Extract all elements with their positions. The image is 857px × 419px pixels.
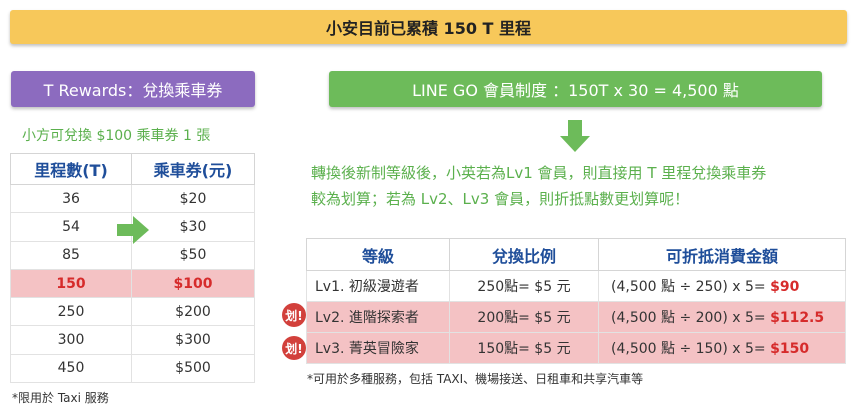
level-cell: Lv2. 進階探索者 (306, 301, 450, 333)
mileage-cell: 450 (10, 353, 132, 384)
mileage-cell: 36 (10, 183, 132, 214)
mileage-cell: 300 (10, 325, 132, 355)
line-go-footnote: *可用於多種服務，包括 TAXI、機場接送、日租車和共享汽車等 (307, 372, 644, 386)
t-rewards-table: 里程數(T) 乘車券(元) 36 $20 54 $30 85 $50 150 $… (10, 153, 255, 384)
level-cell: Lv3. 菁英冒險家 (306, 332, 450, 364)
worth-it-badge: 划! (282, 303, 306, 327)
ratio-cell: 150點= $5 元 (449, 332, 599, 364)
table-row-highlighted: Lv2. 進階探索者 200點= $5 元 (4,500 點 ÷ 200) x … (306, 301, 846, 333)
amount-cell: (4,500 點 ÷ 150) x 5= $150 (598, 332, 846, 364)
table-row-highlighted: 150 $100 (10, 268, 255, 299)
voucher-cell: $30 (131, 212, 255, 242)
table-row: 450 $500 (10, 353, 255, 384)
table-row: 54 $30 (10, 212, 255, 242)
column-header-level: 等級 (306, 238, 450, 271)
mileage-cell: 85 (10, 240, 132, 270)
table-row: 36 $20 (10, 183, 255, 214)
mileage-cell: 54 (10, 212, 132, 242)
t-rewards-footnote: *限用於 Taxi 服務 (12, 391, 109, 405)
table-row: 300 $300 (10, 325, 255, 355)
line-go-header: LINE GO 會員制度 ：150T x 30 = 4,500 點 (329, 71, 822, 107)
voucher-cell: $500 (131, 353, 255, 384)
amount-value: $112.5 (770, 310, 825, 326)
voucher-cell: $300 (131, 325, 255, 355)
formula-text: (4,500 點 ÷ 250) x 5= (611, 279, 771, 295)
column-header-mileage: 里程數(T) (10, 153, 132, 185)
voucher-cell: $50 (131, 240, 255, 270)
line-go-level-table: 等級 兌換比例 可折抵消費金額 Lv1. 初級漫遊者 250點= $5 元 (4… (306, 238, 846, 364)
voucher-cell: $100 (131, 268, 255, 299)
t-rewards-subtitle: 小方可兌換 $100 乘車券 1 張 (22, 128, 211, 144)
table-row-highlighted: Lv3. 菁英冒險家 150點= $5 元 (4,500 點 ÷ 150) x … (306, 332, 846, 364)
mileage-cell: 150 (10, 268, 132, 299)
table-row: 250 $200 (10, 297, 255, 327)
level-cell: Lv1. 初級漫遊者 (306, 270, 450, 302)
ratio-cell: 250點= $5 元 (449, 270, 599, 302)
amount-cell: (4,500 點 ÷ 200) x 5= $112.5 (598, 301, 846, 333)
table-row: 85 $50 (10, 240, 255, 270)
formula-text: (4,500 點 ÷ 200) x 5= (611, 310, 771, 326)
amount-value: $90 (770, 279, 800, 295)
voucher-cell: $200 (131, 297, 255, 327)
t-rewards-header: T Rewards：兌換乘車券 (11, 71, 255, 107)
down-arrow-icon (560, 120, 590, 152)
voucher-cell: $20 (131, 183, 255, 214)
worth-it-badge: 划! (282, 336, 306, 360)
right-arrow-icon (117, 216, 149, 244)
amount-value: $150 (770, 341, 810, 357)
description-line: 較為划算；若為 Lv2、Lv3 會員，則折抵點數更划算呢！ (311, 190, 690, 208)
mileage-cell: 250 (10, 297, 132, 327)
formula-text: (4,500 點 ÷ 150) x 5= (611, 341, 771, 357)
summary-banner: 小安目前已累積 150 T 里程 (10, 10, 847, 44)
ratio-cell: 200點= $5 元 (449, 301, 599, 333)
column-header-voucher: 乘車券(元) (131, 153, 255, 185)
table-row: Lv1. 初級漫遊者 250點= $5 元 (4,500 點 ÷ 250) x … (306, 270, 846, 302)
column-header-amount: 可折抵消費金額 (598, 238, 846, 271)
line-go-description: 轉換後新制等級後，小英若為Lv1 會員，則直接用 T 里程兌換乘車券 較為划算；… (311, 160, 851, 212)
amount-cell: (4,500 點 ÷ 250) x 5= $90 (598, 270, 846, 302)
description-line: 轉換後新制等級後，小英若為Lv1 會員，則直接用 T 里程兌換乘車券 (311, 164, 767, 182)
column-header-ratio: 兌換比例 (449, 238, 599, 271)
